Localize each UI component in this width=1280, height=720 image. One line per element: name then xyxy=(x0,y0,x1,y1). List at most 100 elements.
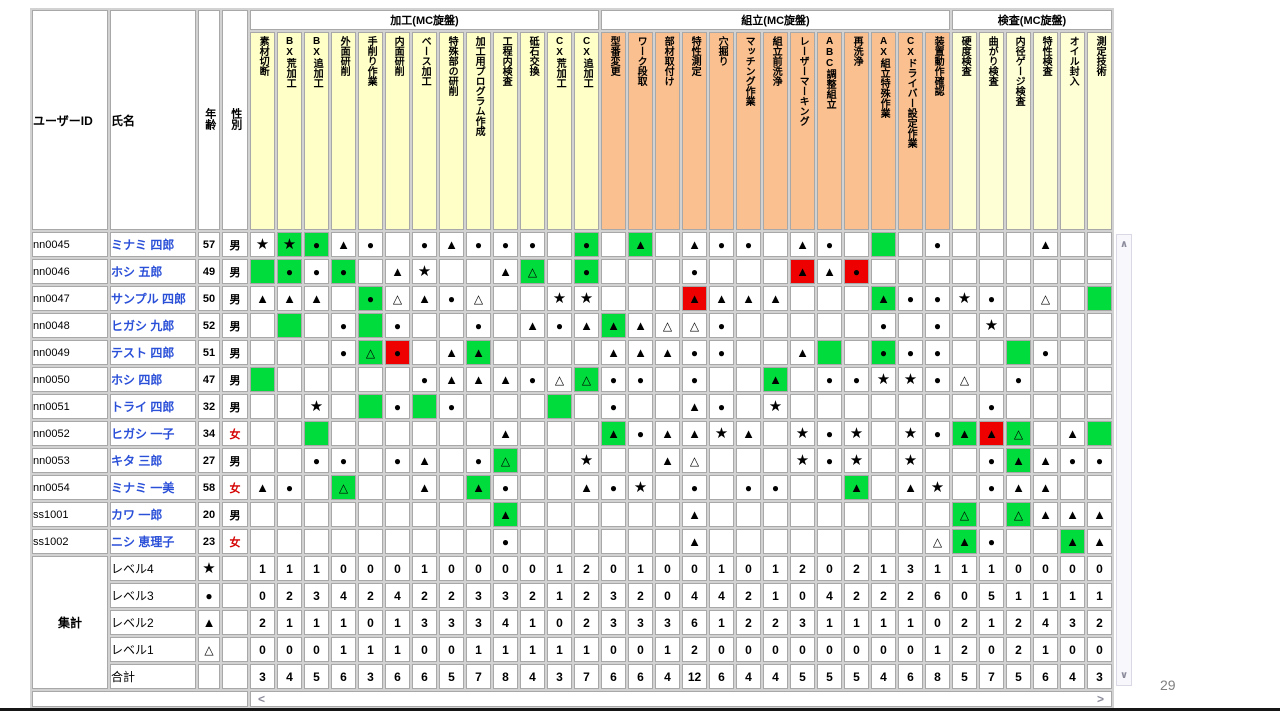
skill-cell: ● xyxy=(682,259,707,284)
level-symbol: ● xyxy=(1068,453,1077,468)
skill-cell xyxy=(871,475,896,500)
skill-column-header: 曲がり検査 xyxy=(979,32,1004,230)
level-count-cell: 1 xyxy=(628,556,653,581)
skill-column-header: 素材切断 xyxy=(250,32,275,230)
skill-cell: ● xyxy=(412,367,437,392)
user-name-link[interactable]: ホシ 五郎 xyxy=(110,259,196,284)
level-count-cell: 0 xyxy=(547,610,572,635)
user-name-link[interactable]: ヒガシ 一子 xyxy=(110,421,196,446)
total-count-cell: 7 xyxy=(466,664,491,689)
level-count-cell: 0 xyxy=(493,556,518,581)
level-symbol: ▲ xyxy=(499,426,512,441)
level-symbol: ▲ xyxy=(823,264,836,279)
level-symbol: ▲ xyxy=(850,480,863,495)
scroll-left-icon[interactable]: < xyxy=(258,692,266,706)
level-count-cell: 1 xyxy=(277,556,302,581)
level-count-cell: 2 xyxy=(1006,610,1031,635)
skill-cell xyxy=(655,232,680,257)
skill-cell: ● xyxy=(466,313,491,338)
level-symbol: ● xyxy=(825,453,834,468)
level-count-cell: 1 xyxy=(277,610,302,635)
total-count-cell: 6 xyxy=(628,664,653,689)
total-count-cell: 3 xyxy=(358,664,383,689)
skill-cell xyxy=(466,394,491,419)
level-symbol: ● xyxy=(609,372,618,387)
level-count-cell: 1 xyxy=(358,637,383,662)
skill-cell xyxy=(1060,313,1085,338)
skill-cell xyxy=(1087,394,1112,419)
skill-cell: ● xyxy=(709,313,734,338)
scroll-up-icon[interactable]: ∧ xyxy=(1119,239,1129,250)
user-name-link[interactable]: トライ 四郎 xyxy=(110,394,196,419)
level-count-cell: 2 xyxy=(250,610,275,635)
skill-cell: ★ xyxy=(979,313,1004,338)
skill-cell xyxy=(709,529,734,554)
skill-cell: ● xyxy=(493,475,518,500)
horizontal-scrollbar[interactable]: < > xyxy=(250,691,1112,707)
skill-cell xyxy=(304,340,329,365)
skill-name: 曲がり検査 xyxy=(986,36,998,86)
level-symbol: ● xyxy=(933,291,942,306)
user-name-link[interactable]: ミナミ 一美 xyxy=(110,475,196,500)
skill-column-header: 再洗浄 xyxy=(844,32,869,230)
skill-column-header: 部材取付け xyxy=(655,32,680,230)
level-count-cell: 2 xyxy=(682,637,707,662)
level-count-cell: 1 xyxy=(844,610,869,635)
skill-cell xyxy=(817,529,842,554)
user-name-link[interactable]: ホシ 四郎 xyxy=(110,367,196,392)
level-symbol: ▲ xyxy=(688,534,701,549)
level-count-cell: 3 xyxy=(655,610,680,635)
skill-cell: ★ xyxy=(709,421,734,446)
total-count-cell: 6 xyxy=(601,664,626,689)
level-count-cell: 0 xyxy=(952,583,977,608)
level-count-cell: 1 xyxy=(547,637,572,662)
level-count-cell: 0 xyxy=(1087,556,1112,581)
skill-name: 硬度検査 xyxy=(959,36,971,76)
skill-cell xyxy=(601,448,626,473)
gender-cell: 男 xyxy=(222,502,248,527)
skill-cell xyxy=(979,259,1004,284)
skill-cell: ● xyxy=(979,475,1004,500)
total-count-cell: 3 xyxy=(1087,664,1112,689)
skill-cell xyxy=(250,313,275,338)
vertical-scrollbar[interactable]: ∧ ∨ xyxy=(1116,234,1132,686)
level-symbol: △ xyxy=(338,480,349,495)
level-symbol: ★ xyxy=(876,371,891,388)
level-symbol: ● xyxy=(474,453,483,468)
skill-cell xyxy=(871,259,896,284)
level-symbol: △ xyxy=(581,372,592,387)
level-count-cell: 0 xyxy=(790,583,815,608)
scroll-right-icon[interactable]: > xyxy=(1096,692,1104,706)
user-name-link[interactable]: テスト 四郎 xyxy=(110,340,196,365)
skill-cell xyxy=(601,286,626,311)
user-name-link[interactable]: ミナミ 四郎 xyxy=(110,232,196,257)
skill-cell xyxy=(493,286,518,311)
user-name-link[interactable]: キタ 三郎 xyxy=(110,448,196,473)
level-count-cell: 3 xyxy=(412,610,437,635)
skill-cell xyxy=(250,529,275,554)
skill-cell xyxy=(304,367,329,392)
skill-cell xyxy=(1060,340,1085,365)
level-symbol: ▲ xyxy=(418,480,431,495)
level-count-cell: 1 xyxy=(574,637,599,662)
blank-cell xyxy=(198,664,220,689)
total-label-cell: 合計 xyxy=(110,664,196,689)
level-symbol: ★ xyxy=(714,425,729,442)
skill-cell xyxy=(1087,475,1112,500)
level-count-cell: 6 xyxy=(925,583,950,608)
skill-cell xyxy=(817,313,842,338)
age-cell: 49 xyxy=(198,259,220,284)
level-symbol: ▲ xyxy=(796,237,809,252)
level-symbol: ● xyxy=(312,237,321,252)
user-name-link[interactable]: ヒガシ 九郎 xyxy=(110,313,196,338)
level-count-cell: 2 xyxy=(790,556,815,581)
skill-cell xyxy=(1087,421,1112,446)
level-symbol: ● xyxy=(501,237,510,252)
user-name-link[interactable]: ニシ 恵理子 xyxy=(110,529,196,554)
scroll-down-icon[interactable]: ∨ xyxy=(1119,670,1129,681)
skill-cell: ● xyxy=(520,367,545,392)
level-count-cell: 0 xyxy=(1060,637,1085,662)
user-name-link[interactable]: サンプル 四郎 xyxy=(110,286,196,311)
user-name-link[interactable]: カワ 一郎 xyxy=(110,502,196,527)
skill-cell xyxy=(520,475,545,500)
